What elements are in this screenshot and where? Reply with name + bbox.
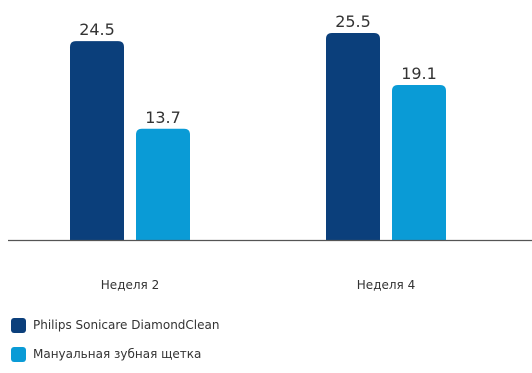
bar-series1-category2 bbox=[326, 33, 380, 240]
bar-chart: 24.5 25.5 13.7 19.1 Неделя 2 Неделя 4 bbox=[8, 12, 532, 292]
bar-series2-category2 bbox=[392, 84, 446, 240]
value-label-series2-category2: 19.1 bbox=[401, 64, 437, 83]
legend-swatch-manual bbox=[11, 346, 26, 362]
category-label-1: Неделя 2 bbox=[101, 278, 159, 292]
legend-swatch-philips bbox=[11, 317, 26, 333]
value-label-series1-category1: 24.5 bbox=[79, 20, 115, 39]
legend-label-philips: Philips Sonicare DiamondClean bbox=[33, 318, 220, 332]
bar-series1-category1 bbox=[70, 41, 124, 240]
legend: Philips Sonicare DiamondClean Мануальная… bbox=[11, 315, 511, 373]
legend-item-philips: Philips Sonicare DiamondClean bbox=[11, 315, 511, 335]
category-label-2: Неделя 4 bbox=[357, 278, 415, 292]
bar-series2-category1 bbox=[136, 128, 190, 240]
legend-item-manual: Мануальная зубная щетка bbox=[11, 344, 511, 364]
value-label-series1-category2: 25.5 bbox=[335, 12, 371, 31]
legend-label-manual: Мануальная зубная щетка bbox=[33, 347, 202, 361]
value-label-series2-category1: 13.7 bbox=[145, 108, 181, 127]
